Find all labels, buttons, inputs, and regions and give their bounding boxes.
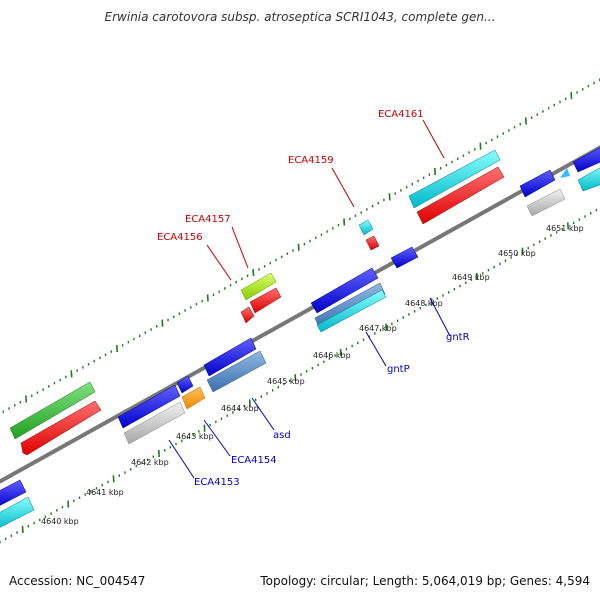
tick-label-4646: 4646 kbp bbox=[313, 351, 351, 360]
gene-label-asd: asd bbox=[273, 430, 291, 441]
map-title: Erwinia carotovora subsp. atroseptica SC… bbox=[104, 10, 496, 24]
gene-label-ECA4154: ECA4154 bbox=[231, 455, 277, 466]
tick-labels: 4640 kbp 4641 kbp 4642 kbp 4643 kbp 4644… bbox=[41, 224, 584, 526]
gene-ECA4161[interactable] bbox=[416, 166, 505, 225]
tick-label-4641: 4641 kbp bbox=[86, 488, 124, 497]
tick-label-4640: 4640 kbp bbox=[41, 517, 79, 526]
tick-label-4651: 4651 kbp bbox=[546, 224, 584, 233]
label-leaders bbox=[168, 119, 451, 479]
gene-cyan-4159[interactable] bbox=[358, 219, 374, 236]
inner-tick-ring bbox=[0, 208, 598, 544]
gene-ECA4157[interactable] bbox=[249, 287, 282, 314]
genome-backbone bbox=[0, 145, 600, 484]
gene-blue-left[interactable] bbox=[0, 479, 27, 508]
tick-label-4645: 4645 kbp bbox=[267, 377, 305, 386]
tick-label-4647: 4647 kbp bbox=[359, 324, 397, 333]
gene-gntP-cyan[interactable] bbox=[316, 289, 387, 333]
gene-red-4640[interactable] bbox=[20, 400, 102, 456]
accession-label: Accession: NC_004547 bbox=[9, 574, 146, 588]
gene-features[interactable] bbox=[0, 145, 600, 530]
gene-green-4640[interactable] bbox=[9, 381, 96, 440]
gene-gray-4153[interactable] bbox=[123, 401, 186, 445]
tick-label-4644: 4644 kbp bbox=[221, 404, 259, 413]
tick-label-4648: 4648 kbp bbox=[405, 299, 443, 308]
gene-gray-right[interactable] bbox=[526, 188, 566, 217]
gene-label-ECA4161: ECA4161 bbox=[378, 109, 424, 120]
gene-cyan-left[interactable] bbox=[0, 496, 35, 530]
gene-label-ECA4159: ECA4159 bbox=[288, 155, 334, 166]
genome-summary: Topology: circular; Length: 5,064,019 bp… bbox=[260, 574, 590, 588]
outer-tick-ring bbox=[2, 78, 600, 413]
gene-cyan-far-right[interactable] bbox=[577, 165, 600, 192]
gene-cyan-4161[interactable] bbox=[408, 149, 501, 209]
tick-label-4650: 4650 kbp bbox=[498, 249, 536, 258]
tick-label-4642: 4642 kbp bbox=[131, 458, 169, 467]
gene-label-ECA4157: ECA4157 bbox=[185, 214, 231, 225]
gene-gntP-blue[interactable] bbox=[310, 267, 379, 314]
gene-gntR[interactable] bbox=[390, 246, 419, 269]
gene-blue-far-right[interactable] bbox=[572, 145, 600, 173]
gene-lime-4157[interactable] bbox=[240, 272, 277, 301]
gene-asd[interactable] bbox=[203, 337, 257, 377]
gene-ECA4154[interactable] bbox=[176, 375, 194, 394]
gene-label-gntR: gntR bbox=[446, 332, 470, 343]
gene-steel-asd[interactable] bbox=[206, 350, 267, 393]
gene-labels: ECA4156 ECA4157 ECA4159 ECA4161 gntR gnt… bbox=[157, 109, 470, 488]
tick-label-4643: 4643 kbp bbox=[176, 432, 214, 441]
gene-ECA4156[interactable] bbox=[240, 306, 255, 324]
gene-label-ECA4153: ECA4153 bbox=[194, 477, 240, 488]
gene-label-ECA4156: ECA4156 bbox=[157, 232, 203, 243]
gene-orange-4154[interactable] bbox=[181, 386, 206, 410]
gene-label-gntP: gntP bbox=[387, 364, 410, 375]
gene-ECA4153[interactable] bbox=[117, 384, 181, 429]
gene-small-cyan-right[interactable] bbox=[560, 168, 570, 178]
tick-label-4649: 4649 kbp bbox=[452, 273, 490, 282]
gene-blue-right[interactable] bbox=[519, 169, 556, 198]
gene-ECA4159[interactable] bbox=[365, 235, 380, 251]
